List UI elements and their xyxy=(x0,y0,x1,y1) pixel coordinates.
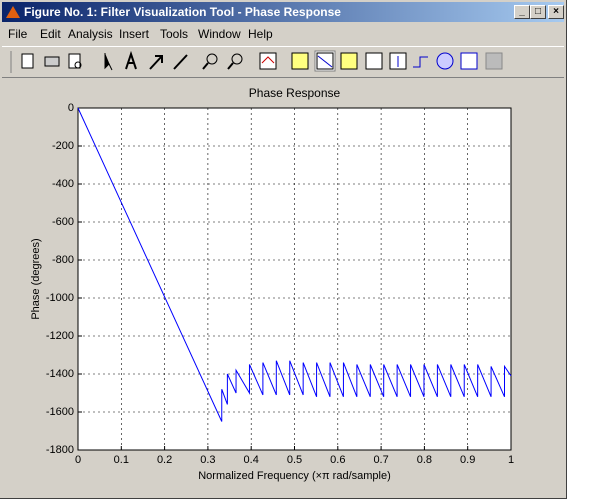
x-tick-label: 0.5 xyxy=(287,454,302,466)
toolbar xyxy=(2,46,564,78)
phase-line xyxy=(77,107,512,422)
x-tick-label: 0.6 xyxy=(330,454,345,466)
y-tick-label: -1400 xyxy=(46,368,74,380)
x-tick-label: 0.9 xyxy=(460,454,475,466)
y-tick-label: -200 xyxy=(52,140,74,152)
menu-item[interactable]: File xyxy=(8,27,28,41)
y-tick-label: -600 xyxy=(52,216,74,228)
y-tick-label: -1800 xyxy=(46,444,74,456)
x-tick-label: 0 xyxy=(75,454,81,466)
minimize-button[interactable]: _ xyxy=(514,5,530,19)
menu-item[interactable]: Analysis xyxy=(68,27,113,41)
app-icon xyxy=(6,6,20,18)
x-tick-label: 0.7 xyxy=(373,454,388,466)
window-title: Figure No. 1: Filter Visualization Tool … xyxy=(24,5,341,19)
axes-box xyxy=(77,107,512,451)
y-tick-label: -800 xyxy=(52,254,74,266)
maximize-button[interactable]: □ xyxy=(530,5,546,19)
x-tick-label: 0.8 xyxy=(417,454,432,466)
x-tick-label: 0.1 xyxy=(114,454,129,466)
window: Figure No. 1: Filter Visualization Tool … xyxy=(0,0,567,499)
chart-title: Phase Response xyxy=(249,86,341,100)
menu-item[interactable]: Tools xyxy=(160,27,189,41)
y-tick-label: -400 xyxy=(52,178,74,190)
figure: 0 0.1 0.2 0.3 0.4 0.5 0.6 0.7 0.8 0.9 1 -1800 -1600 -… xyxy=(30,86,514,482)
menu-item[interactable]: Help xyxy=(248,27,273,41)
x-tick-label: 1 xyxy=(508,454,514,466)
x-tick-label: 0.4 xyxy=(244,454,259,466)
y-tick-label: -1200 xyxy=(46,330,74,342)
menu-item[interactable]: Window xyxy=(198,27,241,41)
y-tick-label: 0 xyxy=(68,102,74,114)
y-tick-label: -1600 xyxy=(46,406,74,418)
y-axis-label: Phase (degrees) xyxy=(30,238,42,319)
y-tick-label: -1000 xyxy=(46,292,74,304)
x-tick-label: 0.2 xyxy=(157,454,172,466)
close-button[interactable]: × xyxy=(548,5,564,19)
x-tick-label: 0.3 xyxy=(200,454,215,466)
x-axis-label: Normalized Frequency (×π rad/sample) xyxy=(198,470,391,482)
menu-item[interactable]: Edit xyxy=(40,27,61,41)
menu-item[interactable]: Insert xyxy=(119,27,150,41)
toolbar-icons xyxy=(10,50,503,73)
title-bar: Figure No. 1: Filter Visualization Tool … xyxy=(2,2,564,22)
